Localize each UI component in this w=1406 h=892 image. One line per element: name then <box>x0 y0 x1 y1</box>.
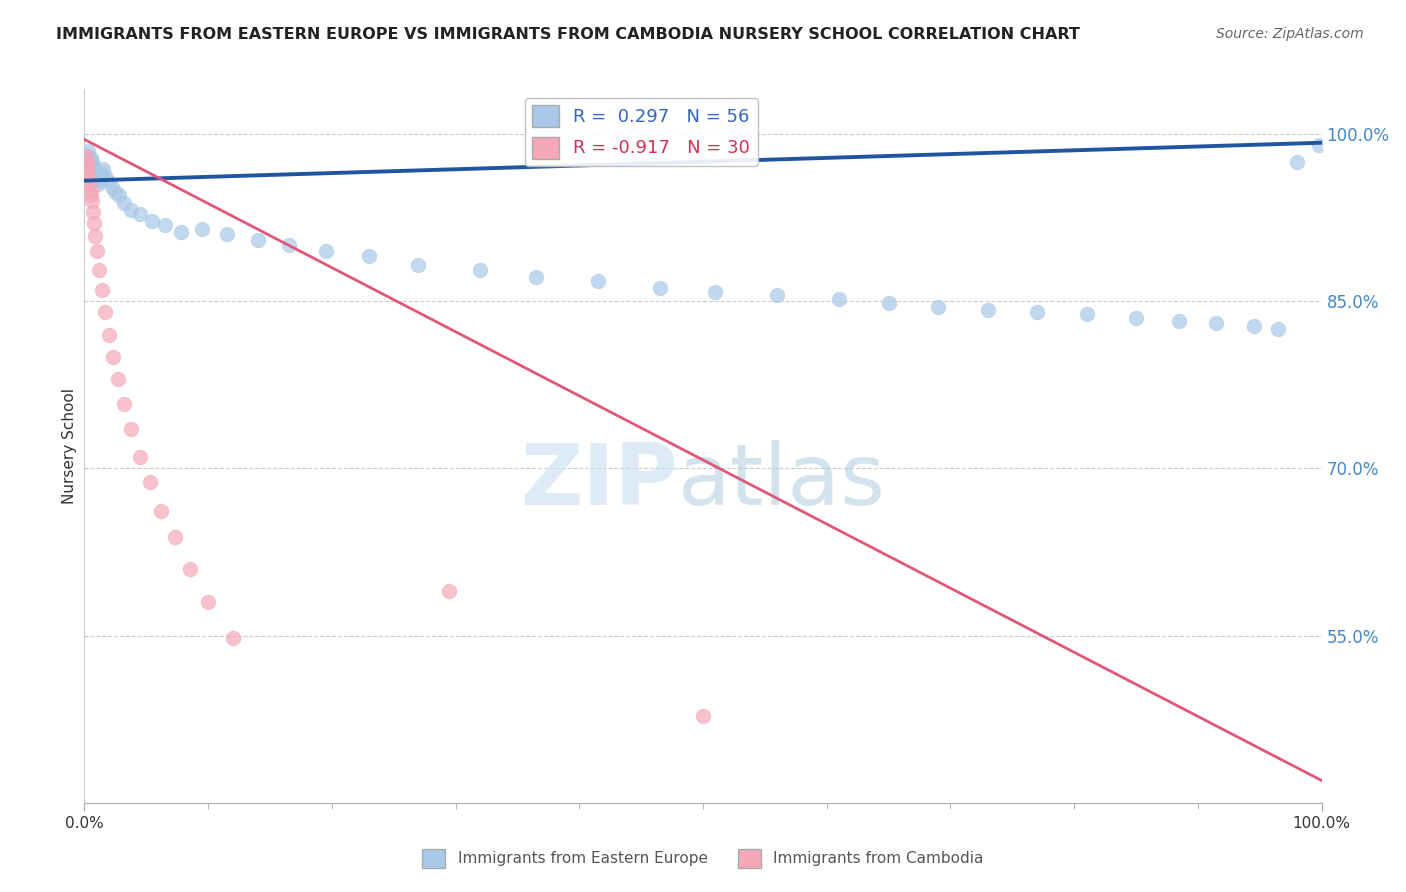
Point <box>98 327 121 342</box>
Point <box>91 162 114 177</box>
Point <box>94 169 117 184</box>
Point <box>79 154 101 169</box>
Point <box>191 221 214 235</box>
Point <box>100 180 122 194</box>
Point <box>470 262 492 277</box>
Point <box>704 285 727 300</box>
Point <box>692 708 714 723</box>
Point <box>766 288 789 302</box>
Point <box>77 161 100 175</box>
Text: IMMIGRANTS FROM EASTERN EUROPE VS IMMIGRANTS FROM CAMBODIA NURSERY SCHOOL CORREL: IMMIGRANTS FROM EASTERN EUROPE VS IMMIGR… <box>56 27 1080 42</box>
Point <box>1026 305 1049 319</box>
Point <box>246 233 269 247</box>
Point <box>80 158 103 172</box>
Point <box>79 151 101 165</box>
Point <box>94 305 117 319</box>
Point <box>1267 322 1289 336</box>
Point <box>79 188 101 202</box>
Point <box>76 149 98 163</box>
Point <box>86 244 108 258</box>
Point <box>86 171 108 186</box>
Point <box>80 194 103 208</box>
Legend: Immigrants from Eastern Europe, Immigrants from Cambodia: Immigrants from Eastern Europe, Immigran… <box>416 843 990 873</box>
Point <box>112 396 135 410</box>
Point <box>76 154 98 169</box>
Point <box>215 227 238 241</box>
Point <box>120 422 142 436</box>
Point <box>82 204 104 219</box>
Point <box>828 292 851 306</box>
Point <box>129 450 152 465</box>
Point <box>75 149 97 163</box>
Point <box>112 196 135 211</box>
Point <box>648 281 671 295</box>
Point <box>83 216 105 230</box>
Point <box>1205 317 1227 331</box>
Point <box>79 161 101 175</box>
Point <box>108 188 131 202</box>
Point <box>524 269 547 284</box>
Point <box>1168 314 1191 328</box>
Point <box>104 185 127 199</box>
Y-axis label: Nursery School: Nursery School <box>62 388 77 504</box>
Point <box>139 475 162 489</box>
Point <box>84 229 107 244</box>
Point <box>927 300 949 314</box>
Point <box>129 207 152 221</box>
Point <box>163 530 186 544</box>
Point <box>84 174 107 188</box>
Point <box>82 166 104 180</box>
Point <box>83 169 105 184</box>
Point <box>1243 318 1265 333</box>
Point <box>1125 310 1147 325</box>
Point <box>1308 138 1330 153</box>
Point <box>179 562 201 576</box>
Point <box>120 202 142 217</box>
Point <box>79 162 101 177</box>
Point <box>80 154 103 169</box>
Point <box>141 213 163 227</box>
Point <box>439 584 461 599</box>
Text: atlas: atlas <box>678 440 886 524</box>
Point <box>90 283 112 297</box>
Point <box>79 171 101 186</box>
Point <box>976 303 998 318</box>
Point <box>222 631 245 645</box>
Point <box>153 219 176 233</box>
Point <box>877 296 900 310</box>
Point <box>77 166 100 180</box>
Point <box>77 151 100 165</box>
Point <box>315 244 337 258</box>
Point <box>79 182 101 196</box>
Point <box>89 166 111 180</box>
Point <box>150 503 173 517</box>
Point <box>170 225 193 239</box>
Point <box>101 350 124 364</box>
Point <box>77 144 100 158</box>
Point <box>97 174 120 188</box>
Point <box>277 238 299 252</box>
Point <box>408 258 430 272</box>
Point <box>357 250 380 264</box>
Point <box>1076 307 1098 322</box>
Point <box>75 154 97 169</box>
Text: Source: ZipAtlas.com: Source: ZipAtlas.com <box>1216 27 1364 41</box>
Point <box>1285 154 1308 169</box>
Point <box>79 177 101 191</box>
Point <box>107 372 129 386</box>
Point <box>87 177 110 191</box>
Point <box>82 161 104 175</box>
Point <box>586 274 609 288</box>
Point <box>89 262 111 277</box>
Text: ZIP: ZIP <box>520 440 678 524</box>
Point <box>89 174 111 188</box>
Point <box>197 595 219 609</box>
